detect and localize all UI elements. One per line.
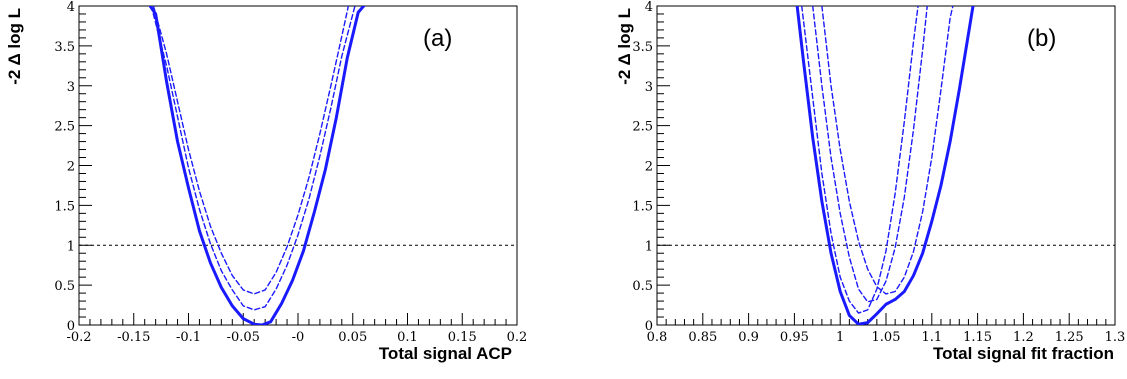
chart-1-y-axis-title: -2 Δ log L <box>615 8 634 85</box>
chart-0-series-2-dashed-curve <box>152 6 350 295</box>
chart-1-x-tick-label: 1.2 <box>1013 330 1034 345</box>
chart-0-x-tick-label: -0.2 <box>66 330 91 345</box>
chart-1-y-tick-label: 3 <box>645 80 653 95</box>
chart-1-plot-frame <box>656 5 1116 326</box>
chart-0-y-axis-title: -2 Δ log L <box>5 8 24 85</box>
chart-0-y-tick-label: 2.5 <box>54 120 75 135</box>
chart-1-y-tick-label: 1 <box>645 239 653 254</box>
chart-1-x-tick-label: 1.15 <box>963 330 992 345</box>
chart-1-y-tick-label: 1.5 <box>632 199 653 214</box>
chart-0-y-tick-label: 3.5 <box>54 40 75 55</box>
chart-0-y-tick-label: 3 <box>67 80 75 95</box>
chart-1-series-2-dashed-curve <box>812 6 928 303</box>
chart-1-y-tick-label: 0.5 <box>632 279 653 294</box>
chart-0-x-tick-label: 0.2 <box>507 330 528 345</box>
chart-0-x-axis-title: Total signal ACP <box>379 344 512 363</box>
chart-0-y-tick-label: 1 <box>67 239 75 254</box>
chart-1-y-tick-label: 2.5 <box>632 120 653 135</box>
chart-0-plot-frame <box>78 5 518 326</box>
chart-1-series-1-dashed-curve <box>801 6 919 314</box>
chart-0-x-tick-label: 0.1 <box>397 330 418 345</box>
chart-0-y-tick-label: 0.5 <box>54 279 75 294</box>
chart-1-y-tick-label: 2 <box>645 160 653 175</box>
chart-0-panel-label: (a) <box>423 25 452 52</box>
chart-0-y-tick-label: 1.5 <box>54 199 75 214</box>
chart-0-x-tick-label: -0.15 <box>117 330 150 345</box>
chart-1-panel-label: (b) <box>1027 25 1056 52</box>
chart-1-x-axis-title: Total signal fit fraction <box>933 344 1114 363</box>
chart-1-x-tick-label: 0.85 <box>688 330 717 345</box>
chart-0-y-tick-label: 0 <box>67 319 75 334</box>
chart-1-x-tick-label: 1.25 <box>1055 330 1084 345</box>
chart-1-x-tick-label: 0.8 <box>647 330 668 345</box>
chart-0-series-0-solid-curve <box>148 6 366 325</box>
chart-1-y-tick-label: 3.5 <box>632 40 653 55</box>
chart-0-x-tick-label: -0.05 <box>227 330 260 345</box>
chart-0-x-tick-label: -0 <box>292 330 305 345</box>
chart-1-y-tick-label: 4 <box>645 0 653 15</box>
chart-1-y-tick-label: 0 <box>645 319 653 334</box>
chart-1-x-tick-label: 1.05 <box>872 330 901 345</box>
panel-b: 0 0.5 1 1.5 2 2.5 3 3.5 4 0.8 0.85 0.9 0.95 1 1.05 1.1 1… <box>615 0 1125 363</box>
chart-1-x-tick-label: 0.9 <box>738 330 759 345</box>
chart-0-y-tick-label: 2 <box>67 160 75 175</box>
chart-0-x-tick-label: 0.15 <box>448 330 477 345</box>
chart-0-x-tick-label: -0.1 <box>176 330 201 345</box>
chart-1-x-tick-label: 1 <box>836 330 844 345</box>
chart-0-x-tick-label: 0.05 <box>338 330 367 345</box>
chart-0-series-1-dashed-curve <box>150 6 356 311</box>
chart-1-x-tick-label: 1.3 <box>1105 330 1126 345</box>
chart-1-series-0-solid-curve <box>795 6 975 325</box>
panel-a: 0 0.5 1 1.5 2 2.5 3 3.5 4 -0.2 -0.15 -0.1 -0.05 -0 0.0… <box>5 0 527 363</box>
chart-1-x-tick-label: 0.95 <box>780 330 809 345</box>
chart-0-y-tick-label: 4 <box>67 0 75 15</box>
chart-1-series-3-dashed-curve <box>821 6 954 295</box>
chart-1-x-tick-label: 1.1 <box>921 330 942 345</box>
